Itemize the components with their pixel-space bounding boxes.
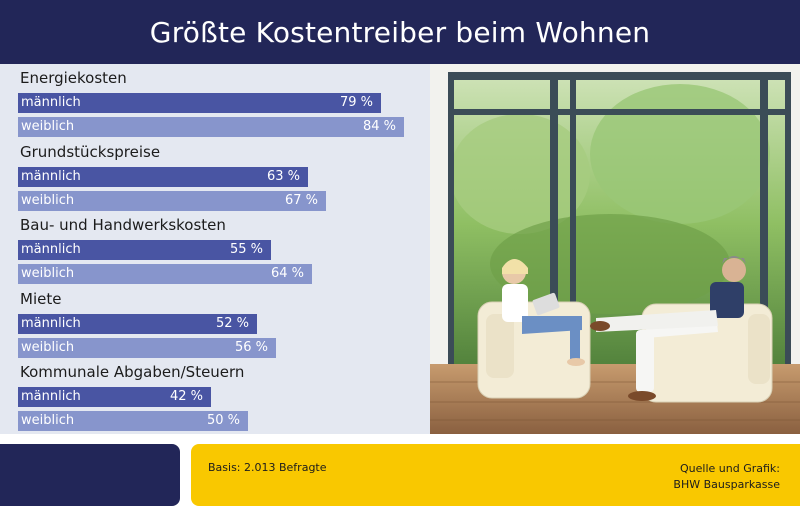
- bar-value-label: 79 %: [339, 95, 373, 110]
- bar-series-label: männlich: [21, 95, 81, 110]
- bar-series-label: weiblich: [21, 119, 75, 134]
- bar-series-label: weiblich: [21, 339, 75, 355]
- bar-value-label: 52 %: [215, 315, 249, 331]
- bar-series-label: männlich: [21, 389, 81, 404]
- bar-series-label: männlich: [21, 315, 81, 331]
- source-label: Quelle und Grafik:: [680, 462, 780, 475]
- bar-value-label: 56 %: [234, 339, 268, 355]
- source-note: Quelle und Grafik: BHW Bausparkasse: [673, 461, 780, 493]
- bar-male: männlich 52 %: [18, 313, 257, 334]
- source-name: BHW Bausparkasse: [673, 478, 780, 491]
- bar-value-label: 67 %: [284, 192, 318, 208]
- category-label: Miete: [20, 289, 62, 308]
- bar-series-label: männlich: [21, 242, 81, 257]
- bar-male: männlich 63 %: [18, 166, 308, 187]
- bar-value-label: 64 %: [270, 266, 304, 281]
- living-room-photo: [430, 64, 800, 434]
- bar-series-label: weiblich: [21, 266, 75, 281]
- bar-value-label: 55 %: [229, 242, 263, 257]
- chart-panel: Energiekosten männlich 79 % weiblich 84 % Gru…: [0, 64, 430, 434]
- bar-female: weiblich 50 %: [18, 411, 248, 431]
- bar-value-label: 50 %: [206, 413, 240, 428]
- bar-female: weiblich 67 %: [18, 190, 326, 211]
- footer-info-bar: Basis: 2.013 Befragte Quelle und Grafik:…: [191, 444, 800, 506]
- bar-male: männlich 42 %: [18, 387, 211, 407]
- bar-female: weiblich 84 %: [18, 117, 404, 137]
- bar-male: männlich 79 %: [18, 93, 381, 113]
- category-label: Grundstückspreise: [20, 142, 161, 161]
- basis-note: Basis: 2.013 Befragte: [208, 461, 327, 474]
- category-label: Kommunale Abgaben/Steuern: [20, 363, 245, 381]
- chart-header: Größte Kostentreiber beim Wohnen: [0, 0, 800, 64]
- footer-left-block: [0, 444, 180, 506]
- category-label: Bau- und Handwerkskosten: [20, 216, 226, 234]
- bar-male: männlich 55 %: [18, 240, 271, 260]
- bar-value-label: 84 %: [362, 119, 396, 134]
- bar-female: weiblich 64 %: [18, 264, 312, 284]
- bar-value-label: 63 %: [266, 168, 300, 184]
- bar-series-label: weiblich: [21, 413, 75, 428]
- chart-title: Größte Kostentreiber beim Wohnen: [149, 15, 651, 49]
- bar-value-label: 42 %: [169, 389, 203, 404]
- bar-series-label: männlich: [21, 168, 81, 184]
- category-label: Energiekosten: [20, 69, 127, 87]
- bar-female: weiblich 56 %: [18, 337, 276, 358]
- bar-series-label: weiblich: [21, 192, 75, 208]
